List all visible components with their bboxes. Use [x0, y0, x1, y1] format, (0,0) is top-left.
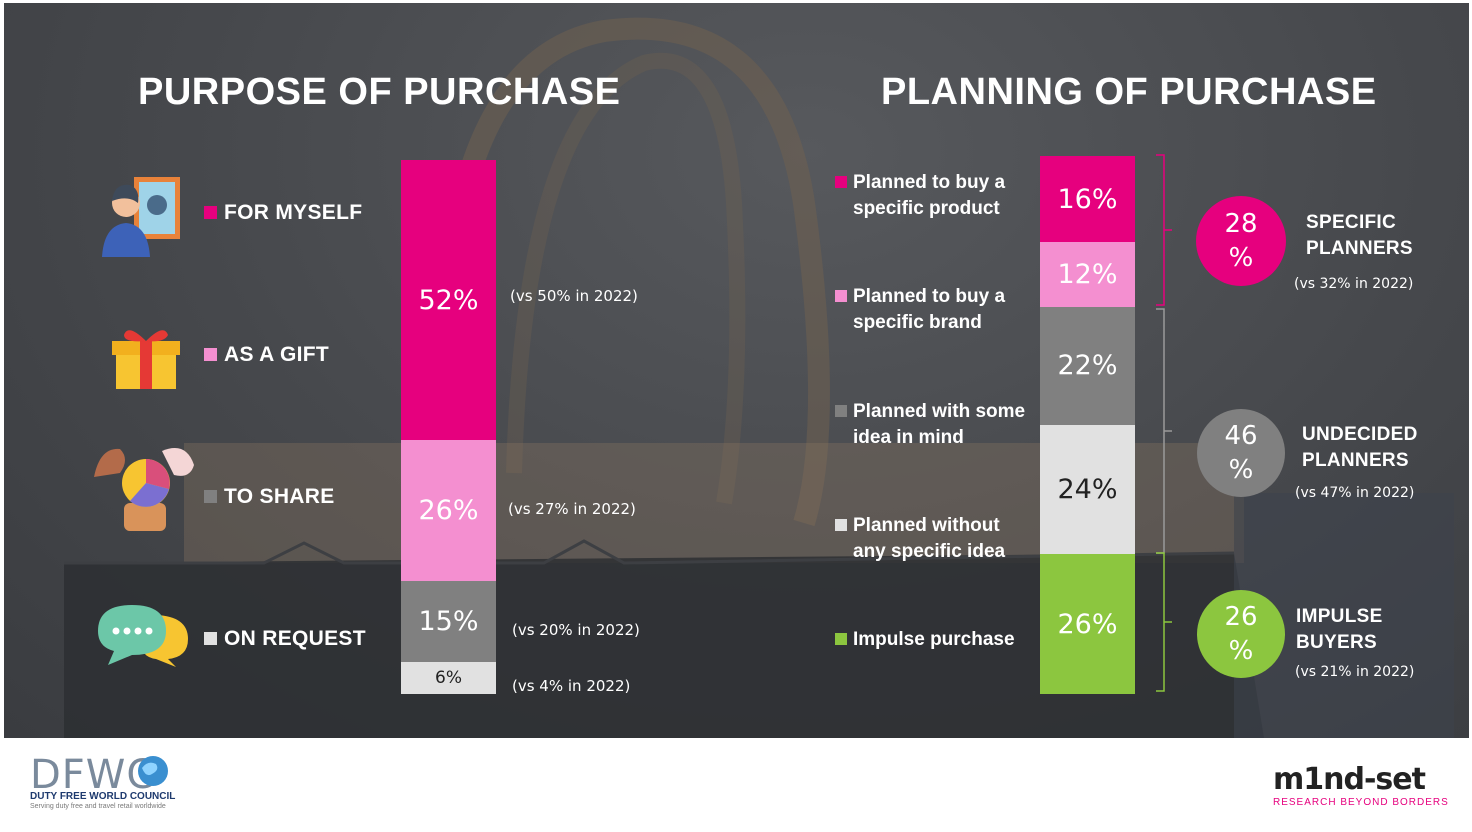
specific-planners-label: SPECIFIC PLANNERS: [1306, 212, 1413, 259]
pie-sharing-icon: [94, 448, 194, 531]
vs-as-a-gift: (vs 27% in 2022): [508, 500, 636, 518]
undecided-planners-vs: (vs 47% in 2022): [1295, 485, 1415, 501]
plan-label-specific-brand: Planned to buy a specific brand: [835, 284, 1005, 336]
category-on-request: ON REQUEST: [204, 627, 366, 651]
planning-title: PLANNING OF PURCHASE: [881, 71, 1377, 113]
speech-bubbles-icon: [98, 605, 188, 667]
specific-planners-vs: (vs 32% in 2022): [1294, 276, 1414, 292]
dfwc-tagline: Serving duty free and travel retail worl…: [30, 803, 166, 810]
dfwc-name: DUTY FREE WORLD COUNCIL: [30, 791, 176, 802]
specific-planners-circle: 28%: [1196, 196, 1286, 286]
bar-label-2: 26%: [418, 495, 479, 527]
impulse-buyers-label: IMPULSE BUYERS: [1296, 606, 1383, 653]
group-brackets: [1156, 154, 1172, 692]
bar-segment-2: 26%: [401, 440, 496, 581]
plan-label-no-specific-idea: Planned without any specific idea: [835, 513, 1005, 565]
gift-box-icon: [112, 330, 180, 389]
slide: PURPOSE OF PURCHASE PLANNING OF PURCHASE…: [4, 3, 1469, 738]
undecided-planners-label: UNDECIDED PLANNERS: [1302, 424, 1418, 471]
bar-segment-3: 15%: [401, 580, 496, 662]
undecided-planners-circle: 46%: [1197, 409, 1285, 497]
vs-on-request: (vs 4% in 2022): [512, 677, 631, 695]
category-to-share: TO SHARE: [204, 485, 335, 509]
dfwc-logo: DFWC: [30, 752, 156, 798]
plan-label-some-idea: Planned with some idea in mind: [835, 399, 1025, 451]
impulse-buyers-circle: 26%: [1197, 590, 1285, 678]
bar-segment-1: 52%: [401, 160, 496, 441]
plan-label-specific-product: Planned to buy a specific product: [835, 170, 1005, 222]
bar-segment-1: 16%: [1040, 156, 1135, 243]
vs-to-share: (vs 20% in 2022): [512, 621, 640, 639]
impulse-buyers-vs: (vs 21% in 2022): [1295, 664, 1415, 680]
bar-segment-4: 6%: [401, 661, 496, 694]
mindset-logo: m1nd-set: [1273, 762, 1426, 797]
vs-for-myself: (vs 50% in 2022): [510, 287, 638, 305]
category-as-a-gift: AS A GIFT: [204, 343, 329, 367]
purpose-title: PURPOSE OF PURCHASE: [138, 71, 621, 113]
bar-label-3: 15%: [418, 605, 479, 637]
bar-label-2: 12%: [1057, 258, 1118, 290]
bar-label-4: 24%: [1057, 474, 1118, 506]
bar-label-4: 6%: [435, 667, 462, 688]
bar-label-1: 52%: [418, 284, 479, 316]
mirror-person-icon: [102, 177, 180, 257]
bar-segment-3: 22%: [1040, 306, 1135, 425]
footer: DFWC DUTY FREE WORLD COUNCIL Serving dut…: [0, 738, 1472, 832]
globe-icon: [138, 756, 168, 786]
bar-label-1: 16%: [1057, 183, 1118, 215]
bar-segment-4: 24%: [1040, 425, 1135, 555]
bar-segment-2: 12%: [1040, 242, 1135, 307]
category-for-myself: FOR MYSELF: [204, 201, 362, 225]
bar-segment-5: 26%: [1040, 554, 1135, 694]
mindset-tagline: RESEARCH BEYOND BORDERS: [1273, 797, 1449, 808]
plan-label-impulse: Impulse purchase: [835, 627, 1015, 653]
bar-label-3: 22%: [1057, 350, 1118, 382]
bar-label-5: 26%: [1057, 608, 1118, 640]
